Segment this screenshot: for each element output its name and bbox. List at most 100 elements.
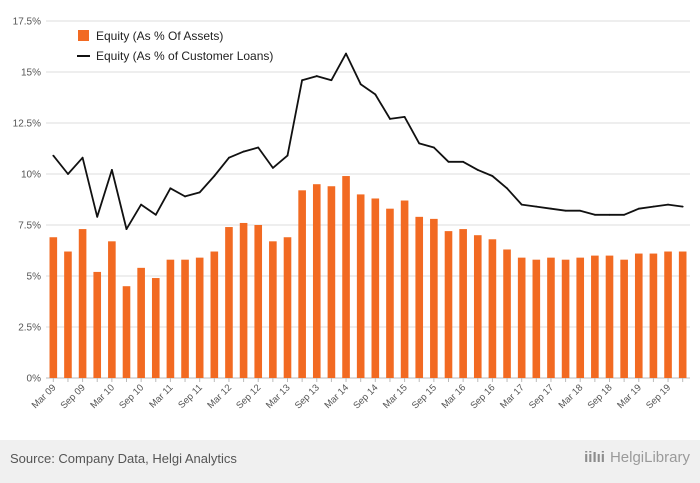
bar bbox=[678, 251, 687, 378]
line-point bbox=[213, 175, 216, 177]
x-tick-label: Mar 14 bbox=[322, 382, 351, 411]
bar bbox=[327, 186, 336, 378]
bar bbox=[151, 278, 160, 378]
line-point bbox=[67, 173, 69, 175]
x-tick-label: Mar 15 bbox=[381, 382, 410, 411]
series-line bbox=[52, 52, 683, 231]
x-tick-label: Sep 09 bbox=[59, 382, 88, 411]
bar bbox=[561, 259, 570, 378]
x-tick-label: Mar 11 bbox=[147, 382, 175, 410]
line-point bbox=[579, 209, 582, 212]
line-point bbox=[242, 150, 245, 153]
bar bbox=[620, 259, 628, 378]
bar bbox=[93, 271, 102, 378]
x-tick-label: Sep 12 bbox=[234, 382, 263, 411]
line-point bbox=[506, 187, 508, 190]
line-point bbox=[286, 154, 289, 157]
x-tick-label: Sep 16 bbox=[468, 382, 497, 411]
x-tick-label: Sep 15 bbox=[410, 382, 439, 411]
line-point bbox=[257, 146, 260, 149]
line-point bbox=[623, 213, 626, 216]
line-point bbox=[359, 83, 362, 86]
bar bbox=[517, 257, 526, 378]
line-point bbox=[140, 203, 143, 206]
line-point bbox=[535, 205, 538, 208]
bar bbox=[415, 216, 424, 378]
line-point bbox=[564, 209, 567, 212]
x-tick-label: Sep 19 bbox=[644, 382, 673, 411]
bar bbox=[459, 229, 467, 378]
bar bbox=[386, 208, 394, 378]
x-tick-label: Sep 11 bbox=[176, 382, 205, 411]
line-point bbox=[315, 75, 318, 77]
y-tick-label: 15% bbox=[21, 68, 41, 79]
x-tick-label: Mar 19 bbox=[615, 382, 644, 411]
line-point bbox=[52, 154, 55, 157]
x-tick-label: Mar 16 bbox=[440, 382, 469, 411]
line-point bbox=[96, 215, 99, 218]
bar bbox=[488, 239, 497, 378]
bar bbox=[283, 237, 292, 378]
line-point bbox=[198, 191, 201, 194]
bar bbox=[49, 237, 58, 378]
x-tick-label: Mar 12 bbox=[205, 382, 234, 411]
line-point bbox=[462, 160, 465, 163]
y-tick-label: 2.5% bbox=[18, 323, 41, 334]
bar bbox=[547, 257, 555, 378]
line-point bbox=[491, 175, 494, 177]
line-point bbox=[520, 203, 523, 206]
library-icon: iiIıi bbox=[584, 449, 605, 466]
bar bbox=[400, 200, 409, 378]
bar bbox=[269, 241, 277, 378]
line-point bbox=[330, 79, 333, 82]
bar bbox=[576, 257, 585, 378]
bar bbox=[64, 251, 72, 378]
chart: 0% 2.5% 5% 7.5% 10% 12.5% 15% 17.5% Mar 09 Sep 0… bbox=[13, 17, 690, 411]
bar bbox=[181, 259, 189, 378]
line-point bbox=[476, 169, 479, 171]
x-tick-label: Mar 13 bbox=[264, 382, 293, 411]
legend: Equity (As % Of Assets) Equity (As % of … bbox=[77, 29, 273, 63]
bar bbox=[166, 259, 175, 378]
bar bbox=[356, 194, 365, 378]
line-point bbox=[184, 195, 186, 198]
x-tick-label: Mar 17 bbox=[498, 382, 527, 411]
x-tick-label: Mar 09 bbox=[30, 382, 59, 411]
brand-logo: iiIıi HelgiLibrary bbox=[584, 449, 690, 466]
bar bbox=[532, 259, 541, 378]
line-point bbox=[652, 205, 655, 208]
bar-series bbox=[49, 176, 687, 378]
bar bbox=[634, 253, 643, 378]
line-point bbox=[271, 166, 274, 169]
legend-label-bar: Equity (As % Of Assets) bbox=[96, 29, 223, 43]
x-tick-label: Sep 17 bbox=[527, 382, 556, 411]
line-point bbox=[608, 213, 611, 216]
bar bbox=[649, 253, 658, 378]
bar bbox=[78, 229, 87, 378]
line-point bbox=[593, 213, 596, 216]
y-axis: 0% 2.5% 5% 7.5% 10% 12.5% 15% 17.5% bbox=[13, 17, 41, 385]
y-tick-label: 12.5% bbox=[13, 119, 41, 130]
x-axis: Mar 09 Sep 09 Mar 10 Sep 10 Mar 11 Sep 11 Mar … bbox=[30, 378, 684, 411]
x-tick-label: Sep 13 bbox=[293, 382, 322, 411]
bar bbox=[312, 184, 321, 378]
line-point bbox=[550, 207, 552, 210]
x-tick-label: Sep 18 bbox=[586, 382, 615, 411]
bar bbox=[503, 249, 511, 378]
line-point bbox=[432, 146, 435, 149]
source-note: Source: Company Data, Helgi Analytics bbox=[10, 451, 237, 466]
x-tick-label: Mar 10 bbox=[88, 382, 117, 411]
line-point bbox=[447, 160, 450, 163]
line-point bbox=[81, 156, 84, 159]
bar bbox=[444, 231, 453, 378]
line-point bbox=[301, 79, 304, 82]
line-point bbox=[403, 115, 406, 118]
bar bbox=[298, 190, 306, 378]
bar bbox=[210, 251, 219, 378]
bar bbox=[137, 267, 145, 378]
line-point bbox=[228, 156, 230, 159]
line-point bbox=[418, 142, 421, 145]
line-point bbox=[169, 187, 172, 190]
footer: Source: Company Data, Helgi Analytics ii… bbox=[0, 440, 700, 483]
bar bbox=[342, 176, 350, 378]
